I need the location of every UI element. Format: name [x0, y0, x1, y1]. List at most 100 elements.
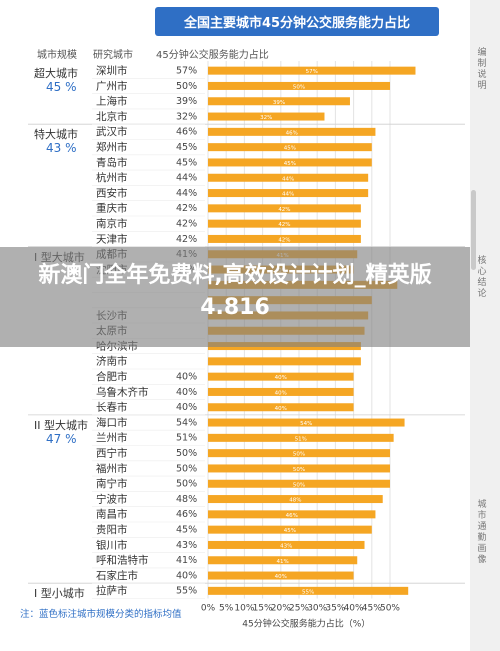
scrollbar-thumb[interactable]: [471, 190, 476, 270]
bar-inner-label: 39%: [273, 100, 285, 106]
bar: [208, 372, 354, 381]
value-label: 44%: [176, 173, 197, 184]
value-label: 50%: [176, 463, 197, 474]
bar-inner-label: 55%: [302, 589, 314, 595]
bar: [208, 449, 390, 458]
bar: [208, 81, 390, 90]
x-tick-label: 10%: [234, 604, 254, 614]
bar: [208, 112, 325, 121]
column-header-city: 研究城市: [93, 50, 133, 61]
group-name: II 型大城市: [34, 418, 88, 432]
chart-title: 全国主要城市45分钟公交服务能力占比: [155, 7, 439, 36]
bar-inner-label: 42%: [278, 222, 290, 228]
city-label: 海口市: [96, 416, 128, 429]
value-label: 45%: [176, 142, 197, 153]
value-label: 41%: [176, 555, 197, 566]
value-label: 39%: [176, 96, 197, 107]
city-label: 上海市: [96, 95, 128, 108]
side-nav-item-3[interactable]: 城市通勤画像: [477, 500, 487, 565]
bar: [208, 586, 409, 595]
city-label: 南京市: [96, 217, 128, 230]
city-label: 呼和浩特市: [96, 554, 149, 567]
value-label: 50%: [176, 81, 197, 92]
group-average: 45 %: [46, 80, 77, 94]
bar: [208, 495, 383, 504]
city-label: 青岛市: [96, 156, 128, 169]
x-tick-label: 40%: [344, 604, 364, 614]
city-label: 西安市: [96, 186, 128, 199]
bar: [208, 127, 376, 136]
value-label: 54%: [176, 417, 197, 428]
bar-inner-label: 42%: [278, 237, 290, 243]
bar-inner-label: 46%: [286, 513, 298, 519]
bar: [208, 158, 372, 167]
side-nav-item-1[interactable]: 编制说明: [477, 48, 487, 91]
city-label: 北京市: [96, 110, 128, 123]
bar-inner-label: 50%: [293, 84, 305, 90]
group-average: 43 %: [46, 141, 77, 156]
value-label: 50%: [176, 448, 197, 459]
bar-inner-label: 40%: [275, 375, 287, 381]
bar-inner-label: 41%: [277, 559, 289, 565]
city-label: 天津市: [96, 232, 128, 245]
bar-inner-label: 42%: [278, 207, 290, 213]
group-name: I 型小城市: [34, 587, 85, 601]
value-label: 44%: [176, 188, 197, 199]
group-average: 47 %: [46, 431, 77, 446]
city-label: 广州市: [96, 79, 128, 92]
city-label: 拉萨市: [96, 584, 128, 597]
bar: [208, 403, 354, 412]
city-label: 合肥市: [96, 370, 128, 383]
bar: [208, 143, 372, 152]
bar-inner-label: 45%: [284, 528, 296, 534]
city-label: 西宁市: [96, 447, 128, 460]
value-label: 50%: [176, 479, 197, 490]
x-tick-label: 25%: [289, 604, 309, 614]
city-label: 石家庄市: [96, 569, 138, 582]
footnote: 注：蓝色标注城市规模分类的指标均值: [20, 609, 182, 620]
bar-inner-label: 57%: [306, 69, 318, 75]
x-tick-label: 0%: [201, 604, 216, 614]
bar: [208, 479, 390, 488]
value-label: 40%: [176, 372, 197, 383]
x-tick-label: 50%: [380, 604, 400, 614]
bar-inner-label: 45%: [284, 146, 296, 152]
bar-inner-label: 50%: [293, 452, 305, 458]
bar-inner-label: 40%: [275, 406, 287, 412]
city-label: 济南市: [96, 355, 128, 368]
city-label: 武汉市: [96, 125, 128, 138]
value-label: 40%: [176, 570, 197, 581]
bar-inner-label: 51%: [295, 436, 307, 442]
bar: [208, 433, 394, 442]
bar: [208, 556, 358, 565]
value-label: 48%: [176, 494, 197, 505]
group-name: 特大城市: [34, 128, 78, 142]
bar: [208, 173, 369, 182]
bar-inner-label: 40%: [275, 390, 287, 396]
bar-inner-label: 44%: [282, 192, 294, 198]
overlay-headline: 新澳门全年免费料,高效设计计划_精英版4.816: [38, 263, 432, 320]
bar: [208, 464, 390, 473]
watermark-overlay: [0, 247, 470, 347]
value-label: 40%: [176, 402, 197, 413]
value-label: 46%: [176, 127, 197, 138]
bar: [208, 234, 361, 243]
bar: [208, 540, 365, 549]
bar: [208, 219, 361, 228]
bar: [208, 357, 361, 366]
column-header-value: 45分钟公交服务能力占比: [156, 50, 269, 61]
side-nav-item-2[interactable]: 核心结论: [477, 256, 487, 299]
bar-inner-label: 45%: [284, 161, 296, 167]
bar-inner-label: 32%: [260, 115, 272, 121]
value-label: 45%: [176, 157, 197, 168]
chart: 0% 5% 10%15%20%25%30%35%40%45%50%45分钟公交服务能…: [28, 61, 465, 630]
bar: [208, 97, 350, 106]
value-label: 42%: [176, 234, 197, 245]
city-label: 贵阳市: [96, 523, 128, 536]
city-label: 宁波市: [96, 492, 128, 505]
x-tick-label: 20%: [271, 604, 291, 614]
value-label: 55%: [176, 586, 197, 597]
value-label: 46%: [176, 509, 197, 520]
x-tick-label: 15%: [253, 604, 273, 614]
